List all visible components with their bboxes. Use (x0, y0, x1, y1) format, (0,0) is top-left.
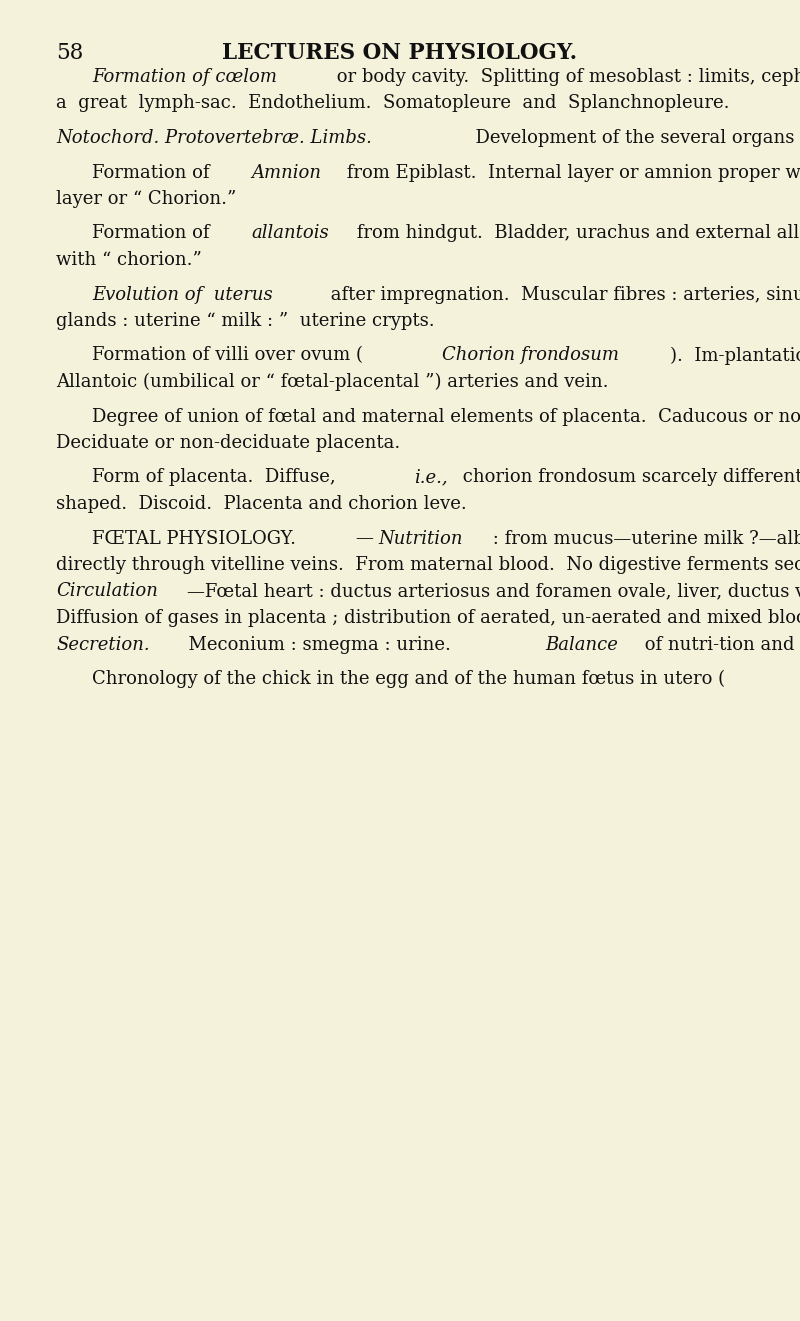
Text: layer or “ Chorion.”: layer or “ Chorion.” (56, 190, 236, 207)
Text: Circulation: Circulation (56, 583, 158, 601)
Text: Formation of cœlom: Formation of cœlom (92, 67, 277, 86)
Text: Degree of union of fœtal and maternal elements of placenta.  Caducous or non-cad: Degree of union of fœtal and maternal el… (92, 407, 800, 425)
Text: —Fœtal heart : ductus arteriosus and foramen ovale, liver, ductus venosus and um: —Fœtal heart : ductus arteriosus and for… (187, 583, 800, 601)
Text: Formation of: Formation of (92, 164, 215, 181)
Text: Chronology of the chick in the egg and of the human fœtus in utero (: Chronology of the chick in the egg and o… (92, 670, 725, 688)
Text: Formation of villi over ovum (: Formation of villi over ovum ( (92, 346, 363, 365)
Text: Amnion: Amnion (251, 164, 321, 181)
Text: from Epiblast.  Internal layer or amnion proper with subamniotic liquor amnii.  : from Epiblast. Internal layer or amnion … (342, 164, 800, 181)
Text: LECTURES ON PHYSIOLOGY.: LECTURES ON PHYSIOLOGY. (222, 42, 578, 63)
Text: chorion frondosum scarcely differentiated.  Zonular and zonary.  Cotyledonous.  : chorion frondosum scarcely differentiate… (457, 469, 800, 486)
Text: Secretion.: Secretion. (56, 635, 150, 654)
Text: with “ chorion.”: with “ chorion.” (56, 251, 202, 269)
Text: —: — (355, 530, 373, 547)
Text: or body cavity.  Splitting of mesoblast : limits, cephalad and caudad.  Closed p: or body cavity. Splitting of mesoblast :… (330, 67, 800, 86)
Text: ).  Im-plantation in uterine crypts.  Fœtal and  maternal  placenta.: ). Im-plantation in uterine crypts. Fœta… (670, 346, 800, 365)
Text: from hindgut.  Bladder, urachus and external allantois.  Allantoic vessels.  Inc: from hindgut. Bladder, urachus and exter… (351, 225, 800, 243)
Text: glands : uterine “ milk : ”  uterine crypts.: glands : uterine “ milk : ” uterine cryp… (56, 312, 434, 330)
Text: Nutrition: Nutrition (378, 530, 462, 547)
Text: Diffusion of gases in placenta ; distribution of aerated, un-aerated and mixed b: Diffusion of gases in placenta ; distrib… (56, 609, 800, 627)
Text: Allantoic (umbilical or “ fœtal-placental ”) arteries and vein.: Allantoic (umbilical or “ fœtal-placenta… (56, 373, 609, 391)
Text: after impregnation.  Muscular fibres : arteries, sinuses.  Mucous membrane : dec: after impregnation. Muscular fibres : ar… (326, 285, 800, 304)
Text: Evolution of  uterus: Evolution of uterus (92, 285, 273, 304)
Text: Meconium : smegma : urine.: Meconium : smegma : urine. (177, 635, 462, 654)
Text: Deciduate or non-deciduate placenta.: Deciduate or non-deciduate placenta. (56, 435, 400, 452)
Text: directly through vitelline veins.  From maternal blood.  No digestive ferments s: directly through vitelline veins. From m… (56, 556, 800, 575)
Text: Notochord. Protovertebræ. Limbs.: Notochord. Protovertebræ. Limbs. (56, 129, 372, 147)
Text: a  great  lymph-sac.  Endothelium.  Somatopleure  and  Splanchnopleure.: a great lymph-sac. Endothelium. Somatopl… (56, 95, 730, 112)
Text: Formation of: Formation of (92, 225, 215, 243)
Text: shaped.  Discoid.  Placenta and chorion leve.: shaped. Discoid. Placenta and chorion le… (56, 495, 466, 513)
Text: of nutri-tion and of energy.  Fœtal movements.: of nutri-tion and of energy. Fœtal movem… (639, 635, 800, 654)
Text: Form of placenta.  Diffuse,: Form of placenta. Diffuse, (92, 469, 342, 486)
Text: 58: 58 (56, 42, 83, 63)
Text: i.e.,: i.e., (414, 469, 447, 486)
Text: Development of the several organs from the three layers of  the blastoderm (: Development of the several organs from t… (463, 129, 800, 147)
Text: Chorion frondosum: Chorion frondosum (442, 346, 618, 365)
Text: FŒTAL PHYSIOLOGY.: FŒTAL PHYSIOLOGY. (92, 530, 296, 547)
Text: : from mucus—uterine milk ?—albumen—food-yelk, directly through vitelline duct a: : from mucus—uterine milk ?—albumen—food… (487, 530, 800, 547)
Text: Balance: Balance (545, 635, 618, 654)
Text: allantois: allantois (251, 225, 329, 243)
